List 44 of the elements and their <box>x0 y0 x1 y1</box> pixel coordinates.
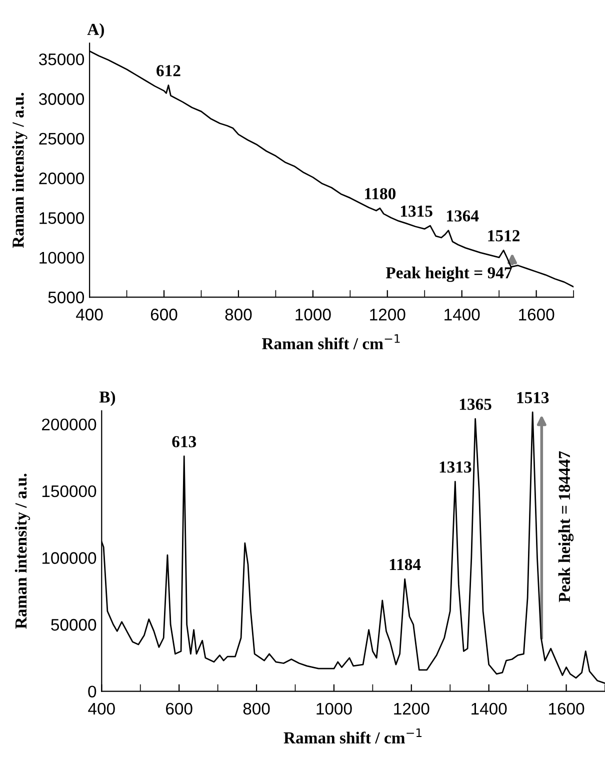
x-tick-label: 1600 <box>549 702 584 715</box>
y-tick-label: 5000 <box>48 292 84 304</box>
annotation: Peak height = 184447 <box>558 451 574 602</box>
y-tick-label: 50000 <box>51 618 96 631</box>
annotation: 1184 <box>390 558 421 570</box>
y-axis-title: Raman intensity / a.u. <box>12 92 28 248</box>
y-tick-label: 0 <box>88 686 96 698</box>
x-tick-label: 1400 <box>444 308 480 320</box>
annotation: 613 <box>172 436 196 448</box>
annotation: 1364 <box>447 210 479 222</box>
y-tick-label: 35000 <box>38 53 84 66</box>
x-tick-label: 400 <box>76 308 103 320</box>
annotation: 1180 <box>365 188 396 200</box>
y-tick-label: 100000 <box>42 552 96 564</box>
annotation: Peak height = 947 <box>386 266 512 282</box>
chart-title: A) <box>87 23 104 38</box>
y-tick-label: 10000 <box>40 252 84 264</box>
y-tick-label: 25000 <box>39 132 84 145</box>
x-tick-label: 600 <box>150 308 178 320</box>
x-tick-label: 800 <box>243 702 270 715</box>
y-axis-title: Raman intensity / a.u. <box>14 474 30 629</box>
y-tick-label: 30000 <box>38 93 84 105</box>
x-tick-label: 800 <box>225 308 252 320</box>
x-axis-title: Raman shift / cm$^{−1}$ <box>262 334 400 350</box>
x-tick-label: 1200 <box>370 308 406 320</box>
x-tick-label: 1400 <box>472 702 507 715</box>
annotation: 1313 <box>440 461 472 473</box>
x-tick-label: 400 <box>88 702 115 715</box>
annotation: 1512 <box>488 230 520 242</box>
y-tick-label: 20000 <box>39 172 84 184</box>
annotation: 612 <box>156 65 180 76</box>
x-tick-label: 1000 <box>316 702 352 715</box>
annotation: 1315 <box>400 206 432 217</box>
x-tick-label: 600 <box>166 702 192 715</box>
annotation: 1513 <box>517 392 549 404</box>
y-tick-label: 200000 <box>42 418 96 430</box>
chart-title: B) <box>99 390 116 406</box>
x-tick-label: 1000 <box>296 308 331 320</box>
x-axis-title: Raman shift / cm$^{−1}$ <box>284 728 422 744</box>
x-tick-label: 1600 <box>519 308 554 320</box>
x-tick-label: 1200 <box>394 702 430 715</box>
annotation: 1365 <box>460 398 492 410</box>
y-tick-label: 150000 <box>42 485 96 498</box>
y-tick-label: 15000 <box>40 212 84 224</box>
